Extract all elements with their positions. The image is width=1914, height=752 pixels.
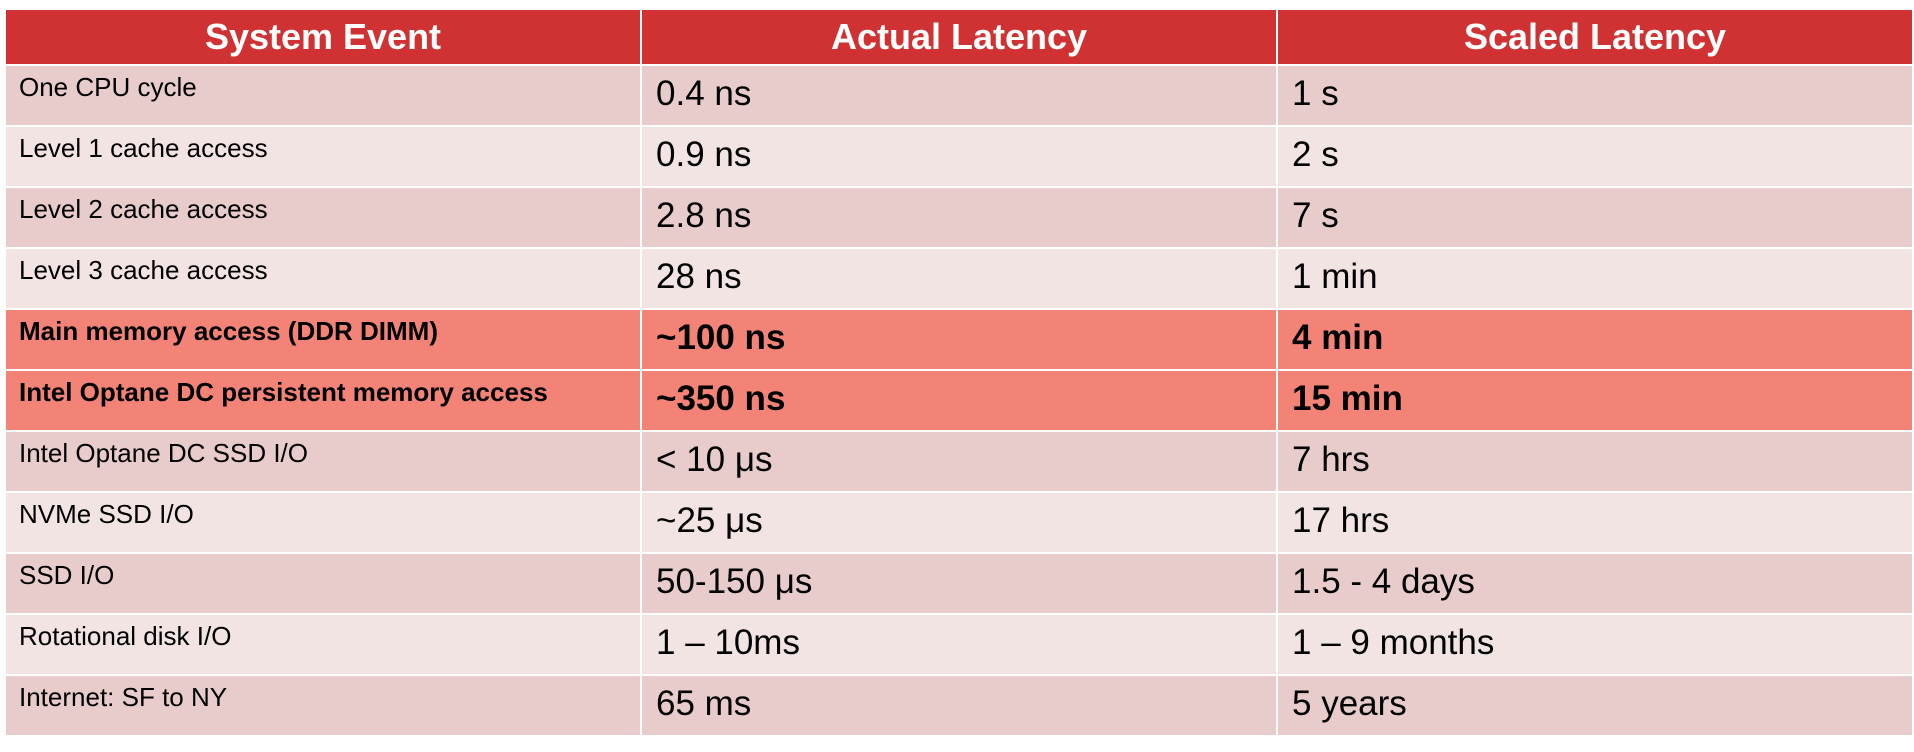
latency-table: System Event Actual Latency Scaled Laten… xyxy=(4,8,1914,737)
scaled-latency-cell: 17 hrs xyxy=(1276,491,1914,554)
table-row: Level 2 cache access 2.8 ns 7 s xyxy=(4,186,1914,249)
table-row-highlighted: Main memory access (DDR DIMM) ~100 ns 4 … xyxy=(4,308,1914,371)
table-header: System Event Actual Latency Scaled Laten… xyxy=(4,8,1914,66)
header-system-event: System Event xyxy=(4,8,642,66)
actual-latency-cell: ~25 μs xyxy=(640,491,1278,554)
event-cell: Intel Optane DC persistent memory access xyxy=(4,369,642,432)
header-row: System Event Actual Latency Scaled Laten… xyxy=(4,8,1914,66)
scaled-latency-cell: 1 – 9 months xyxy=(1276,613,1914,676)
table-row: Intel Optane DC SSD I/O < 10 μs 7 hrs xyxy=(4,430,1914,493)
actual-latency-cell: 0.9 ns xyxy=(640,125,1278,188)
event-cell: Level 1 cache access xyxy=(4,125,642,188)
event-cell: One CPU cycle xyxy=(4,64,642,127)
latency-table-container: System Event Actual Latency Scaled Laten… xyxy=(4,8,1914,737)
event-cell: Level 3 cache access xyxy=(4,247,642,310)
scaled-latency-cell: 1.5 - 4 days xyxy=(1276,552,1914,615)
scaled-latency-cell: 2 s xyxy=(1276,125,1914,188)
actual-latency-cell: 65 ms xyxy=(640,674,1278,737)
actual-latency-cell: 2.8 ns xyxy=(640,186,1278,249)
table-row: NVMe SSD I/O ~25 μs 17 hrs xyxy=(4,491,1914,554)
scaled-latency-cell: 5 years xyxy=(1276,674,1914,737)
event-cell: Rotational disk I/O xyxy=(4,613,642,676)
header-actual-latency: Actual Latency xyxy=(640,8,1278,66)
scaled-latency-cell: 15 min xyxy=(1276,369,1914,432)
table-body: One CPU cycle 0.4 ns 1 s Level 1 cache a… xyxy=(4,64,1914,737)
table-row-highlighted: Intel Optane DC persistent memory access… xyxy=(4,369,1914,432)
table-row: Rotational disk I/O 1 – 10ms 1 – 9 month… xyxy=(4,613,1914,676)
event-cell: Main memory access (DDR DIMM) xyxy=(4,308,642,371)
scaled-latency-cell: 1 min xyxy=(1276,247,1914,310)
actual-latency-cell: 28 ns xyxy=(640,247,1278,310)
scaled-latency-cell: 4 min xyxy=(1276,308,1914,371)
actual-latency-cell: 1 – 10ms xyxy=(640,613,1278,676)
event-cell: Intel Optane DC SSD I/O xyxy=(4,430,642,493)
scaled-latency-cell: 7 hrs xyxy=(1276,430,1914,493)
event-cell: SSD I/O xyxy=(4,552,642,615)
header-scaled-latency: Scaled Latency xyxy=(1276,8,1914,66)
actual-latency-cell: ~350 ns xyxy=(640,369,1278,432)
table-row: Level 3 cache access 28 ns 1 min xyxy=(4,247,1914,310)
event-cell: NVMe SSD I/O xyxy=(4,491,642,554)
scaled-latency-cell: 7 s xyxy=(1276,186,1914,249)
table-row: Internet: SF to NY 65 ms 5 years xyxy=(4,674,1914,737)
actual-latency-cell: 50-150 μs xyxy=(640,552,1278,615)
event-cell: Internet: SF to NY xyxy=(4,674,642,737)
table-row: One CPU cycle 0.4 ns 1 s xyxy=(4,64,1914,127)
table-row: SSD I/O 50-150 μs 1.5 - 4 days xyxy=(4,552,1914,615)
event-cell: Level 2 cache access xyxy=(4,186,642,249)
actual-latency-cell: < 10 μs xyxy=(640,430,1278,493)
scaled-latency-cell: 1 s xyxy=(1276,64,1914,127)
actual-latency-cell: ~100 ns xyxy=(640,308,1278,371)
actual-latency-cell: 0.4 ns xyxy=(640,64,1278,127)
table-row: Level 1 cache access 0.9 ns 2 s xyxy=(4,125,1914,188)
